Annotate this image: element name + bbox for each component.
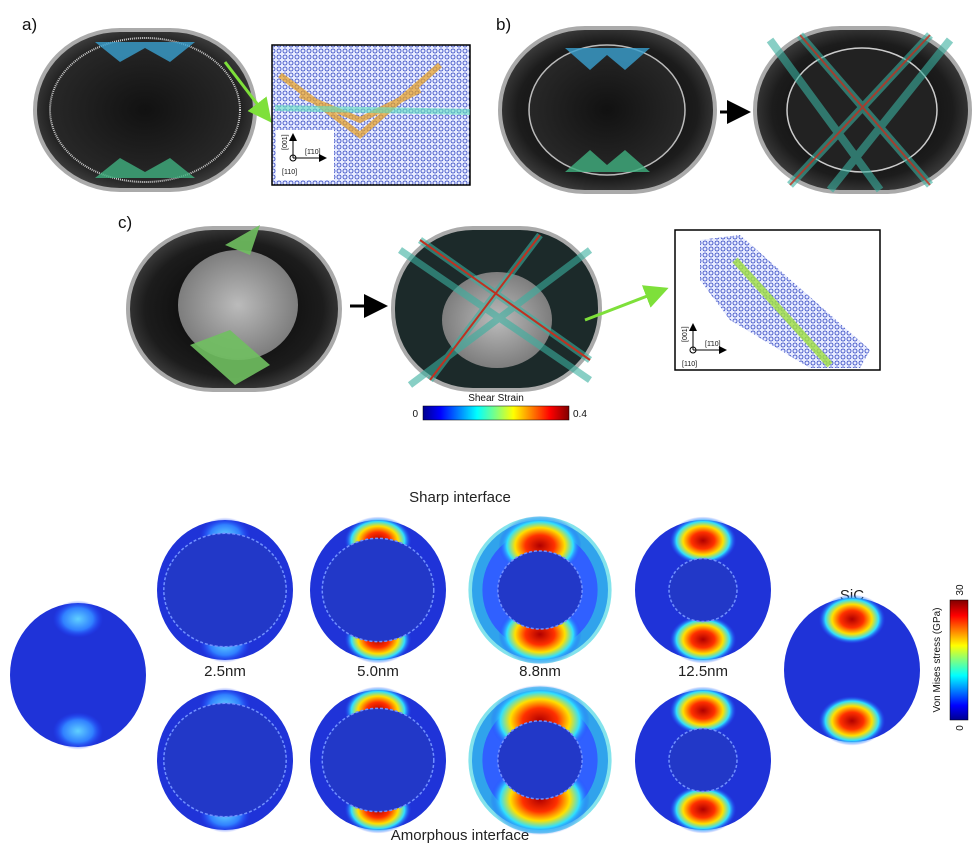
core (163, 702, 287, 818)
stress-map (784, 598, 920, 742)
thickness-label: 12.5nm (678, 663, 728, 680)
axis-label: [110] (282, 169, 297, 176)
colorbar-max: 30 (955, 584, 966, 596)
row-title: Amorphous interface (391, 827, 529, 844)
hot-spot (669, 615, 737, 664)
colorbar-min: 0 (955, 725, 966, 731)
thickness-label: 8.8nm (519, 663, 561, 680)
shear-band (190, 225, 270, 385)
core (497, 720, 583, 800)
colorbar (949, 599, 969, 721)
core (321, 707, 435, 813)
shape (289, 154, 297, 162)
hot-spot (52, 712, 104, 750)
core (668, 727, 738, 793)
thickness-label: 2.5nm (204, 663, 246, 680)
axis-label: [001] (682, 326, 689, 342)
core (321, 537, 435, 643)
panel-label: b) (496, 15, 511, 34)
axis-label: [001] (282, 134, 289, 150)
arrow (584, 285, 669, 322)
colorbar-max: 0.4 (573, 409, 587, 420)
axes: [001] [1̄10] [110] (682, 323, 727, 368)
shear-band (95, 158, 195, 178)
shape (689, 346, 697, 354)
axis-label: [1̄10] (305, 149, 321, 156)
panel-label: a) (22, 15, 37, 34)
shear-band (565, 150, 650, 172)
shear-band (274, 105, 471, 115)
colorbar-min: 0 (412, 409, 418, 420)
arrow (223, 61, 272, 123)
axes: [001] [1̄10] [110] (276, 130, 334, 180)
core (178, 250, 298, 360)
colorbar-title: Von Mises stress (GPa) (932, 607, 943, 712)
row-title: Sharp interface (409, 489, 511, 506)
core (163, 532, 287, 648)
colorbar-title: Shear Strain (468, 393, 524, 404)
shear-band (789, 34, 931, 186)
thickness-label: 5.0nm (357, 663, 399, 680)
core (528, 44, 686, 176)
core (49, 37, 241, 183)
shear-band (565, 48, 650, 70)
colorbar (422, 405, 570, 421)
hot-spot (52, 600, 104, 638)
shear-band (95, 42, 195, 62)
stress-map (10, 603, 146, 747)
axis-label: [1̄10] (705, 341, 721, 348)
core (668, 557, 738, 623)
core (497, 550, 583, 630)
hot-spot (818, 696, 886, 746)
hot-spot (669, 686, 737, 735)
shear-band (278, 62, 442, 139)
hot-spot (818, 594, 886, 644)
shear-band (419, 234, 591, 381)
stress-maps: 2.5nm 5.0nm 8.8nm 12.5nm (10, 515, 920, 836)
shear-band (732, 257, 833, 368)
hot-spot (669, 785, 737, 834)
panel-label: c) (118, 213, 132, 232)
axis-label: [110] (682, 361, 697, 368)
hot-spot (669, 516, 737, 565)
